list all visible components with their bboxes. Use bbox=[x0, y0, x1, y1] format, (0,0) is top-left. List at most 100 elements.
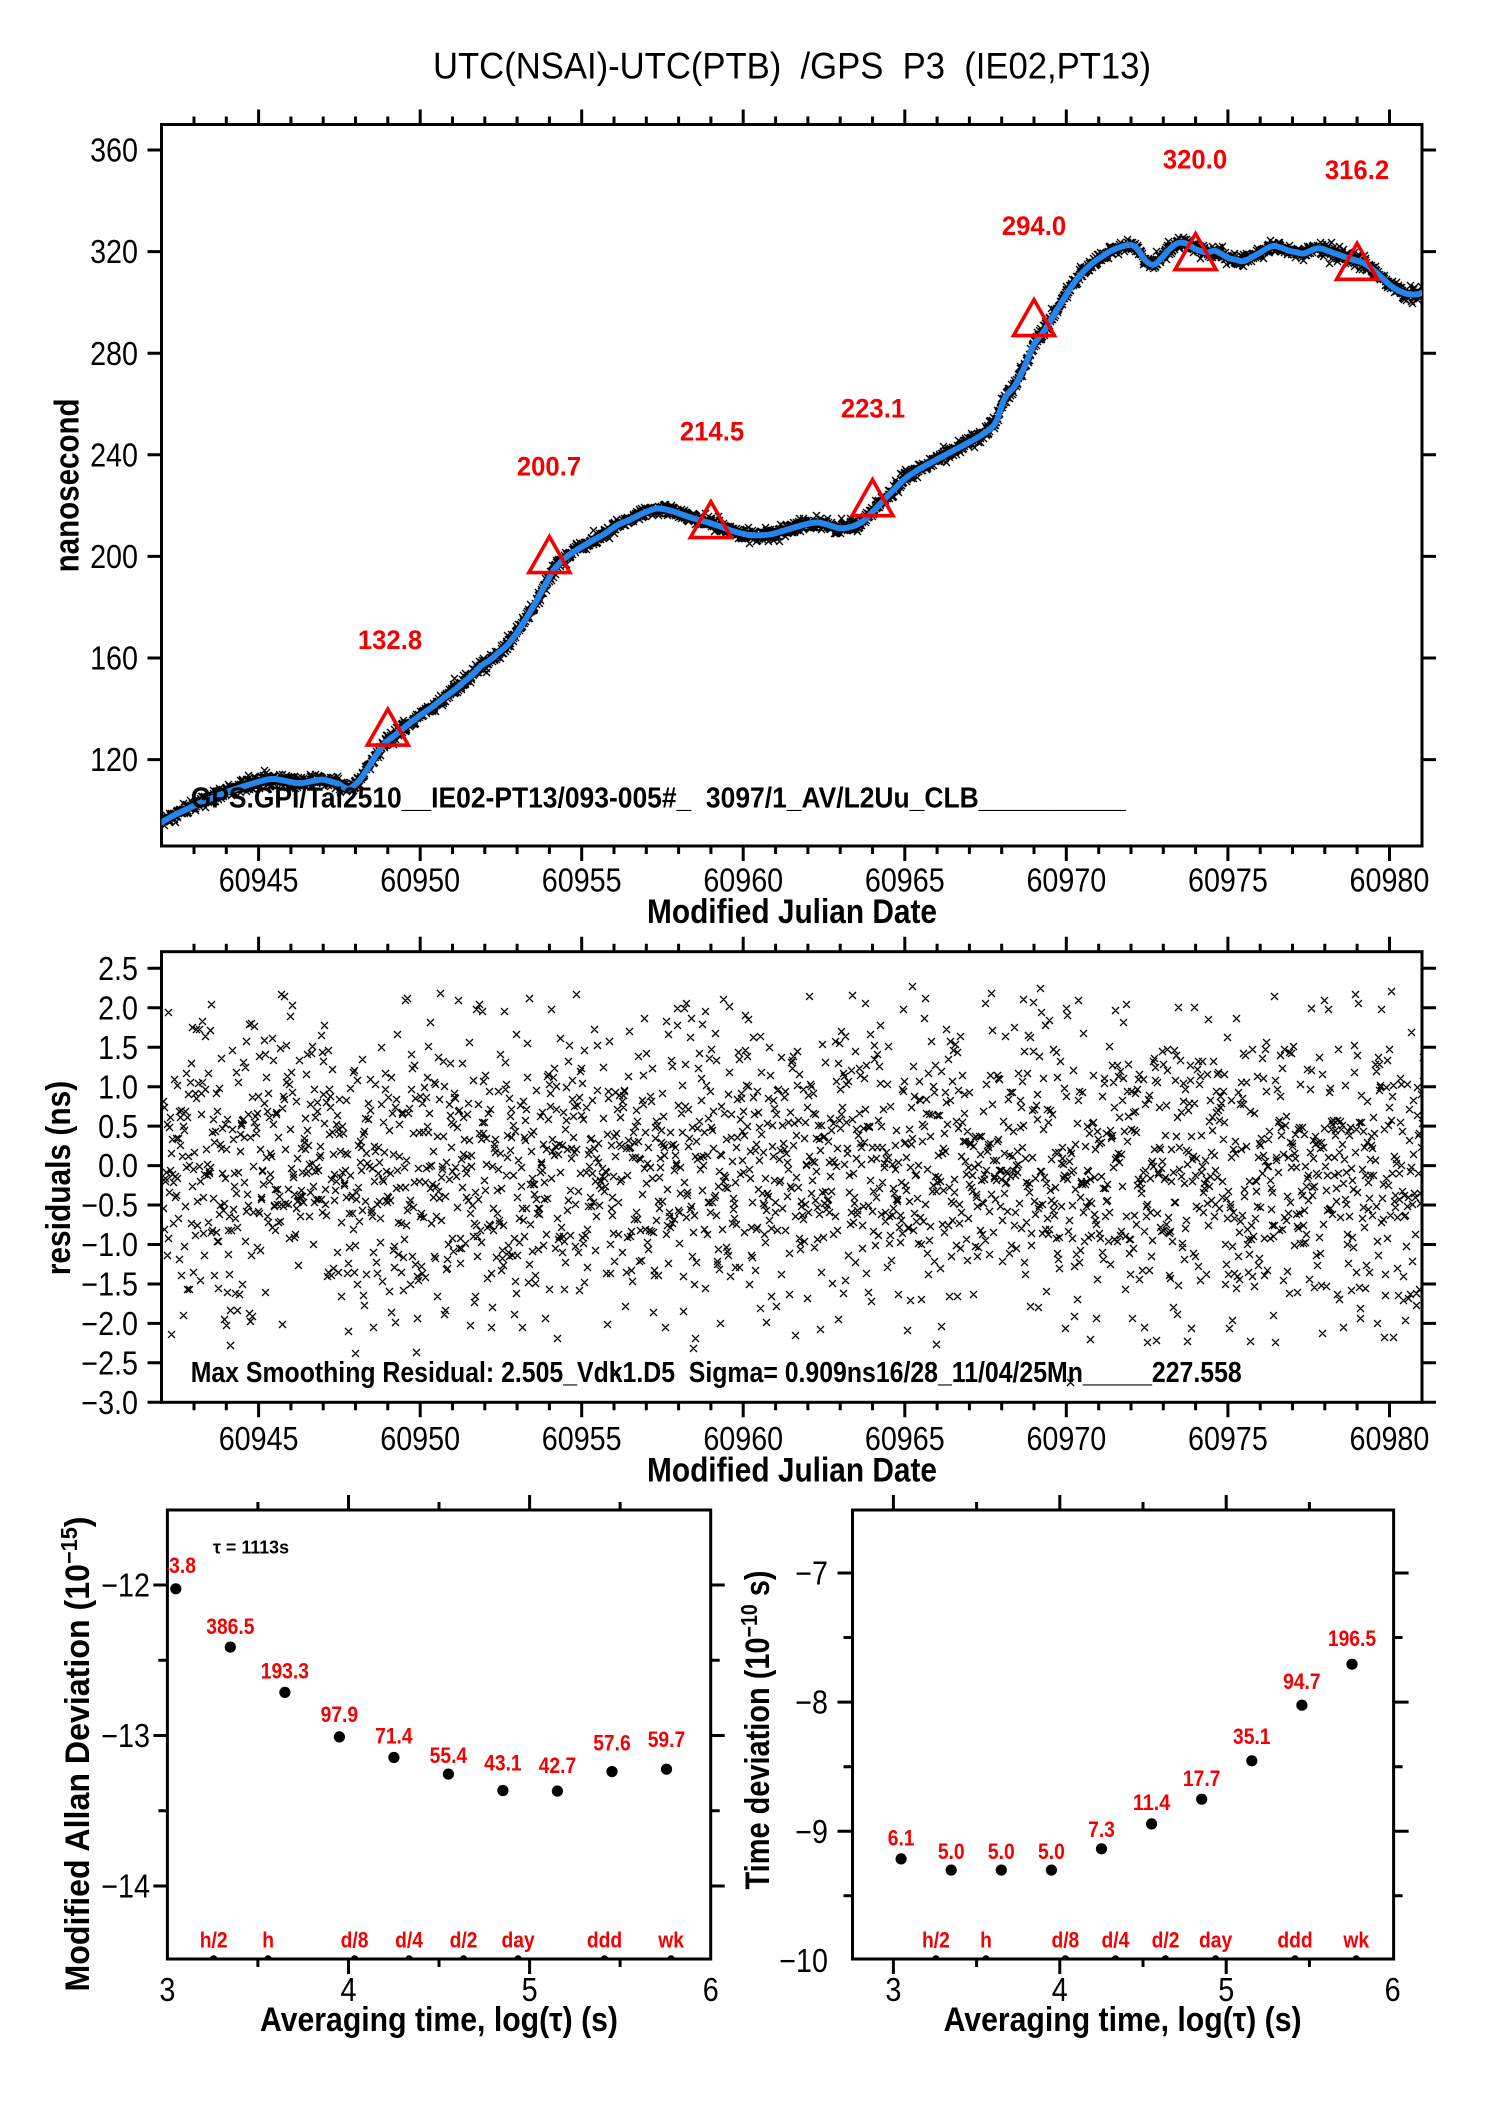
svg-text:ddd: ddd bbox=[1277, 1928, 1312, 1953]
svg-text:71.4: 71.4 bbox=[375, 1724, 413, 1749]
svg-text:wk: wk bbox=[1343, 1928, 1370, 1953]
svg-text:nanosecond: nanosecond bbox=[49, 398, 87, 572]
svg-text:−0.5: −0.5 bbox=[81, 1187, 138, 1224]
svg-text:943.8: 943.8 bbox=[148, 1553, 196, 1578]
svg-text:5: 5 bbox=[522, 1971, 538, 2008]
svg-text:GPS.GPI/Tai2510__IE02-PT13/093: GPS.GPI/Tai2510__IE02-PT13/093-005#_ 309… bbox=[191, 783, 1127, 815]
svg-text:1.0: 1.0 bbox=[98, 1068, 138, 1105]
svg-text:s): s) bbox=[739, 1571, 777, 1605]
svg-text:d/8: d/8 bbox=[341, 1928, 369, 1953]
svg-text:60965: 60965 bbox=[865, 1420, 945, 1457]
svg-text:200.7: 200.7 bbox=[517, 451, 581, 481]
svg-text:−1.0: −1.0 bbox=[81, 1226, 138, 1263]
svg-text:97.9: 97.9 bbox=[321, 1702, 359, 1727]
svg-text:120: 120 bbox=[90, 741, 138, 778]
svg-text:60970: 60970 bbox=[1026, 862, 1106, 899]
svg-text:d/4: d/4 bbox=[395, 1928, 423, 1953]
svg-text:360: 360 bbox=[90, 132, 138, 169]
svg-text:60955: 60955 bbox=[542, 1420, 622, 1457]
svg-text:0.0: 0.0 bbox=[98, 1147, 138, 1184]
svg-text:60960: 60960 bbox=[703, 1420, 783, 1457]
svg-text:−2.5: −2.5 bbox=[81, 1344, 138, 1381]
svg-text:200: 200 bbox=[90, 538, 138, 575]
svg-text:196.5: 196.5 bbox=[1328, 1626, 1376, 1651]
svg-text:42.7: 42.7 bbox=[539, 1753, 577, 1778]
svg-text:h/2: h/2 bbox=[200, 1928, 228, 1953]
svg-text:60950: 60950 bbox=[380, 1420, 460, 1457]
svg-text:Averaging time, log(τ) (s): Averaging time, log(τ) (s) bbox=[260, 2001, 618, 2039]
svg-text:60975: 60975 bbox=[1188, 1420, 1268, 1457]
svg-text:h/2: h/2 bbox=[922, 1928, 950, 1953]
svg-text:60980: 60980 bbox=[1350, 862, 1430, 899]
svg-text:−3.0: −3.0 bbox=[81, 1384, 138, 1421]
svg-text:1.5: 1.5 bbox=[98, 1029, 138, 1066]
svg-text:d/8: d/8 bbox=[1051, 1928, 1079, 1953]
svg-text:35.1: 35.1 bbox=[1233, 1724, 1271, 1749]
svg-text:240: 240 bbox=[90, 436, 138, 473]
svg-text:0.5: 0.5 bbox=[98, 1108, 138, 1145]
svg-text:6: 6 bbox=[1385, 1971, 1401, 2008]
svg-text:h: h bbox=[980, 1928, 992, 1953]
svg-text:60945: 60945 bbox=[219, 1420, 299, 1457]
svg-text:193.3: 193.3 bbox=[261, 1658, 309, 1683]
svg-text:160: 160 bbox=[90, 640, 138, 677]
svg-text:Modified Allan Deviation (10: Modified Allan Deviation (10 bbox=[59, 1564, 97, 1992]
svg-text:ddd: ddd bbox=[587, 1928, 622, 1953]
svg-text:60945: 60945 bbox=[219, 862, 299, 899]
svg-text:−1.5: −1.5 bbox=[81, 1266, 138, 1303]
svg-text:residuals (ns): residuals (ns) bbox=[40, 1081, 78, 1276]
svg-text:60965: 60965 bbox=[865, 862, 945, 899]
svg-text:60980: 60980 bbox=[1350, 1420, 1430, 1457]
svg-text:−10: −10 bbox=[736, 1604, 762, 1637]
svg-text:−8: −8 bbox=[795, 1684, 828, 1721]
svg-text:7.3: 7.3 bbox=[1088, 1817, 1115, 1842]
svg-text:−10: −10 bbox=[779, 1942, 828, 1979]
svg-text:5: 5 bbox=[1218, 1971, 1234, 2008]
svg-text:5.0: 5.0 bbox=[938, 1839, 965, 1864]
svg-text:320.0: 320.0 bbox=[1163, 145, 1227, 175]
svg-text:−14: −14 bbox=[101, 1868, 150, 1905]
svg-text:320: 320 bbox=[90, 233, 138, 270]
svg-text:Time deviation (10: Time deviation (10 bbox=[739, 1637, 777, 1889]
svg-text:Averaging time, log(τ) (s): Averaging time, log(τ) (s) bbox=[944, 2001, 1302, 2039]
svg-text:h: h bbox=[262, 1928, 274, 1953]
svg-text:386.5: 386.5 bbox=[206, 1614, 254, 1639]
svg-text:223.1: 223.1 bbox=[841, 394, 905, 424]
svg-text:day: day bbox=[502, 1928, 536, 1953]
svg-text:294.0: 294.0 bbox=[1002, 211, 1066, 241]
svg-text:day: day bbox=[1199, 1928, 1233, 1953]
svg-text:316.2: 316.2 bbox=[1325, 155, 1389, 185]
svg-text:Max Smoothing Residual: 2.505_: Max Smoothing Residual: 2.505_Vdk1.D5 Si… bbox=[191, 1357, 1242, 1389]
svg-text:τ = 1113s: τ = 1113s bbox=[213, 1537, 289, 1558]
svg-text:17.7: 17.7 bbox=[1183, 1766, 1221, 1791]
svg-text:55.4: 55.4 bbox=[430, 1743, 468, 1768]
svg-text:−7: −7 bbox=[795, 1555, 828, 1592]
svg-text:3: 3 bbox=[885, 1971, 901, 2008]
svg-text:): ) bbox=[59, 1517, 97, 1528]
svg-text:Modified Julian Date: Modified Julian Date bbox=[647, 1451, 937, 1489]
svg-text:6: 6 bbox=[703, 1971, 719, 2008]
svg-text:60975: 60975 bbox=[1188, 862, 1268, 899]
svg-text:3: 3 bbox=[159, 1971, 175, 2008]
svg-text:4: 4 bbox=[341, 1971, 357, 2008]
svg-text:Modified Julian Date: Modified Julian Date bbox=[647, 893, 937, 931]
svg-text:d/2: d/2 bbox=[450, 1928, 478, 1953]
svg-text:94.7: 94.7 bbox=[1283, 1669, 1321, 1694]
svg-text:59.7: 59.7 bbox=[648, 1727, 686, 1752]
svg-text:d/2: d/2 bbox=[1152, 1928, 1180, 1953]
svg-text:4: 4 bbox=[1052, 1971, 1068, 2008]
svg-text:−2.0: −2.0 bbox=[81, 1305, 138, 1342]
svg-text:57.6: 57.6 bbox=[593, 1731, 631, 1756]
svg-text:−13: −13 bbox=[101, 1717, 150, 1754]
svg-text:280: 280 bbox=[90, 335, 138, 372]
svg-text:11.4: 11.4 bbox=[1133, 1790, 1171, 1815]
svg-text:43.1: 43.1 bbox=[484, 1751, 522, 1776]
svg-text:60960: 60960 bbox=[703, 862, 783, 899]
svg-text:214.5: 214.5 bbox=[680, 417, 744, 447]
svg-text:2.0: 2.0 bbox=[98, 989, 138, 1026]
svg-text:wk: wk bbox=[657, 1928, 684, 1953]
svg-text:6.1: 6.1 bbox=[888, 1825, 915, 1850]
svg-text:−12: −12 bbox=[101, 1567, 150, 1604]
svg-text:5.0: 5.0 bbox=[988, 1839, 1015, 1864]
svg-text:−15: −15 bbox=[56, 1527, 82, 1564]
